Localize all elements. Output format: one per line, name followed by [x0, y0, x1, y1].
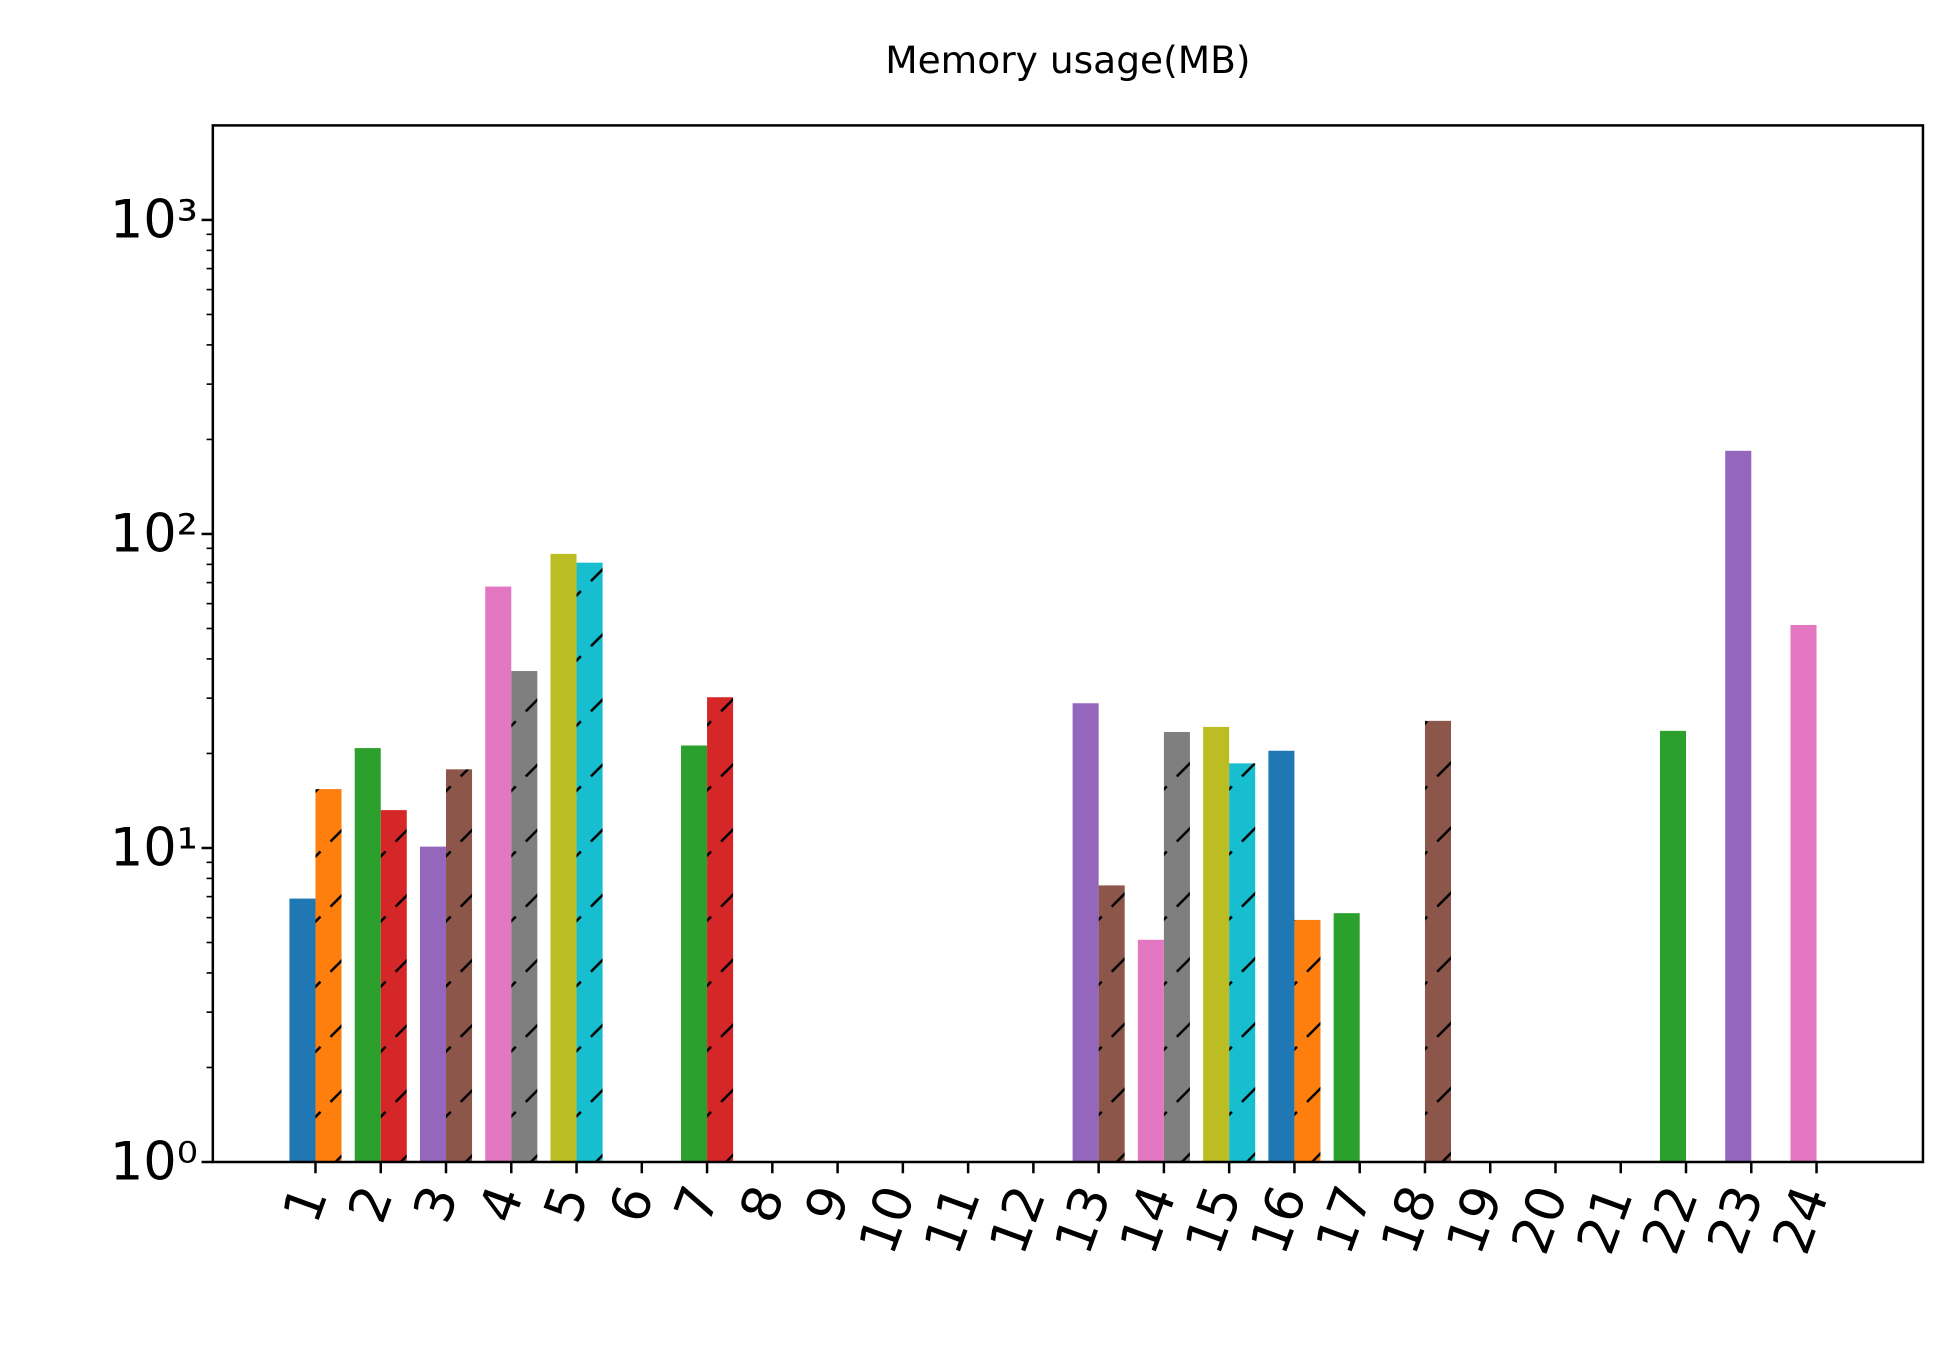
bar	[1424, 720, 1452, 1162]
bar	[1229, 763, 1256, 1162]
x-tick-label: 15	[1174, 1178, 1254, 1262]
bar	[1333, 913, 1360, 1162]
x-tick-label: 1	[271, 1178, 340, 1230]
bar	[380, 810, 407, 1162]
x-tick-label: 20	[1500, 1178, 1580, 1262]
bar	[1294, 919, 1321, 1162]
bar	[1203, 726, 1230, 1162]
x-tick-label: 5	[533, 1178, 602, 1230]
y-tick-label: 10⁰	[110, 1132, 198, 1193]
bar	[576, 562, 603, 1162]
bar	[315, 789, 342, 1162]
x-tick-label: 7	[663, 1178, 732, 1230]
bar	[289, 898, 316, 1162]
x-tick-label: 17	[1304, 1178, 1384, 1262]
x-tick-label: 18	[1369, 1178, 1449, 1262]
bar	[485, 586, 512, 1162]
x-tick-label: 14	[1108, 1178, 1188, 1262]
bar	[681, 745, 708, 1162]
bar	[550, 553, 577, 1162]
chart-title: Memory usage(MB)	[885, 38, 1250, 82]
bar	[354, 748, 381, 1162]
bar	[1268, 750, 1295, 1162]
y-tick-label: 10¹	[110, 818, 198, 879]
bar	[419, 846, 447, 1162]
x-tick-label: 8	[728, 1178, 797, 1230]
y-tick-label: 10²	[110, 503, 198, 564]
bar	[1659, 730, 1687, 1162]
x-tick-label: 19	[1435, 1178, 1515, 1262]
bar	[446, 769, 473, 1162]
x-tick-label: 22	[1631, 1178, 1711, 1262]
x-tick-label: 12	[978, 1178, 1058, 1262]
bar	[707, 697, 734, 1162]
x-tick-label: 4	[467, 1178, 536, 1230]
bar	[1790, 624, 1817, 1162]
x-tick-label: 23	[1696, 1178, 1776, 1262]
x-tick-label: 24	[1761, 1178, 1841, 1262]
bar	[1137, 939, 1164, 1162]
plot-frame	[211, 124, 1925, 1164]
x-tick-label: 16	[1239, 1178, 1319, 1262]
x-tick-label: 3	[402, 1178, 471, 1230]
bar	[511, 671, 538, 1162]
x-tick-label: 13	[1043, 1178, 1123, 1262]
x-tick-label: 9	[794, 1178, 863, 1230]
y-tick-label: 10³	[110, 189, 198, 250]
x-tick-label: 21	[1565, 1178, 1645, 1262]
bar	[1163, 732, 1190, 1162]
bar	[1098, 885, 1125, 1162]
x-tick-label: 11	[913, 1178, 993, 1262]
x-tick-label: 2	[337, 1178, 406, 1230]
bar	[1072, 703, 1099, 1162]
x-tick-label: 6	[598, 1178, 667, 1230]
bar	[1725, 450, 1752, 1162]
x-tick-label: 10	[847, 1178, 927, 1262]
